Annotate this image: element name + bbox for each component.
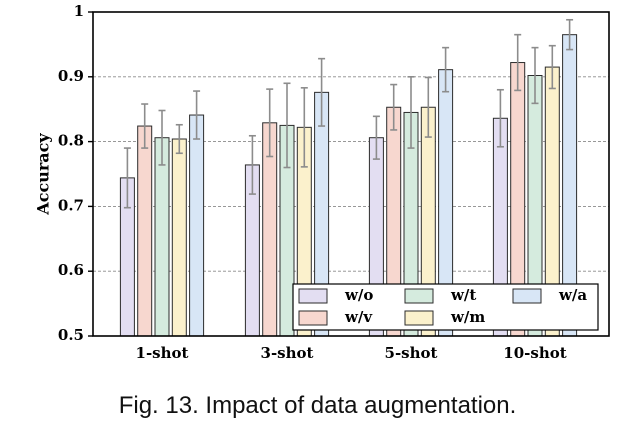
y-tick-label: 0.8 [58,132,84,150]
y-tick-label: 1 [74,2,84,20]
bar-chart: 0.5 0.6 0.7 0.8 0.9 1 1-shot 3-shot 5-shot 10-sh… [34,2,610,362]
bar-wm-1-shot [171,138,187,337]
error-bars-group [123,18,574,209]
y-axis-label: Accuracy [34,133,53,216]
legend-swatch [404,310,434,326]
legend: w/o w/t w/a w/v w/m [292,283,599,331]
y-axis: 0.5 0.6 0.7 0.8 0.9 1 [58,2,93,344]
x-tick-label: 5-shot [385,344,438,362]
bar-wt-1-shot [154,137,170,337]
y-tick-label: 0.5 [58,326,84,344]
bar-wv-1-shot [137,125,153,337]
x-tick-label: 3-shot [261,344,314,362]
legend-swatch [298,288,328,304]
legend-label: w/a [558,286,587,304]
legend-label: w/v [344,308,373,326]
legend-label: w/m [450,308,485,326]
y-tick-label: 0.9 [58,67,84,85]
bar-wa-1-shot [189,114,205,337]
legend-swatch [298,310,328,326]
plot-frame [92,11,610,337]
legend-frame [292,283,599,331]
legend-swatch [512,288,542,304]
y-tick-label: 0.6 [58,261,84,279]
legend-swatch [404,288,434,304]
x-axis: 1-shot 3-shot 5-shot 10-shot [136,344,567,362]
figure-caption: Fig. 13. Impact of data augmentation. [118,392,517,419]
x-tick-label: 10-shot [503,344,566,362]
legend-label: w/o [344,286,373,304]
legend-label: w/t [450,286,476,304]
bars-group [119,34,578,337]
y-tick-label: 0.7 [58,196,84,214]
x-tick-label: 1-shot [136,344,189,362]
